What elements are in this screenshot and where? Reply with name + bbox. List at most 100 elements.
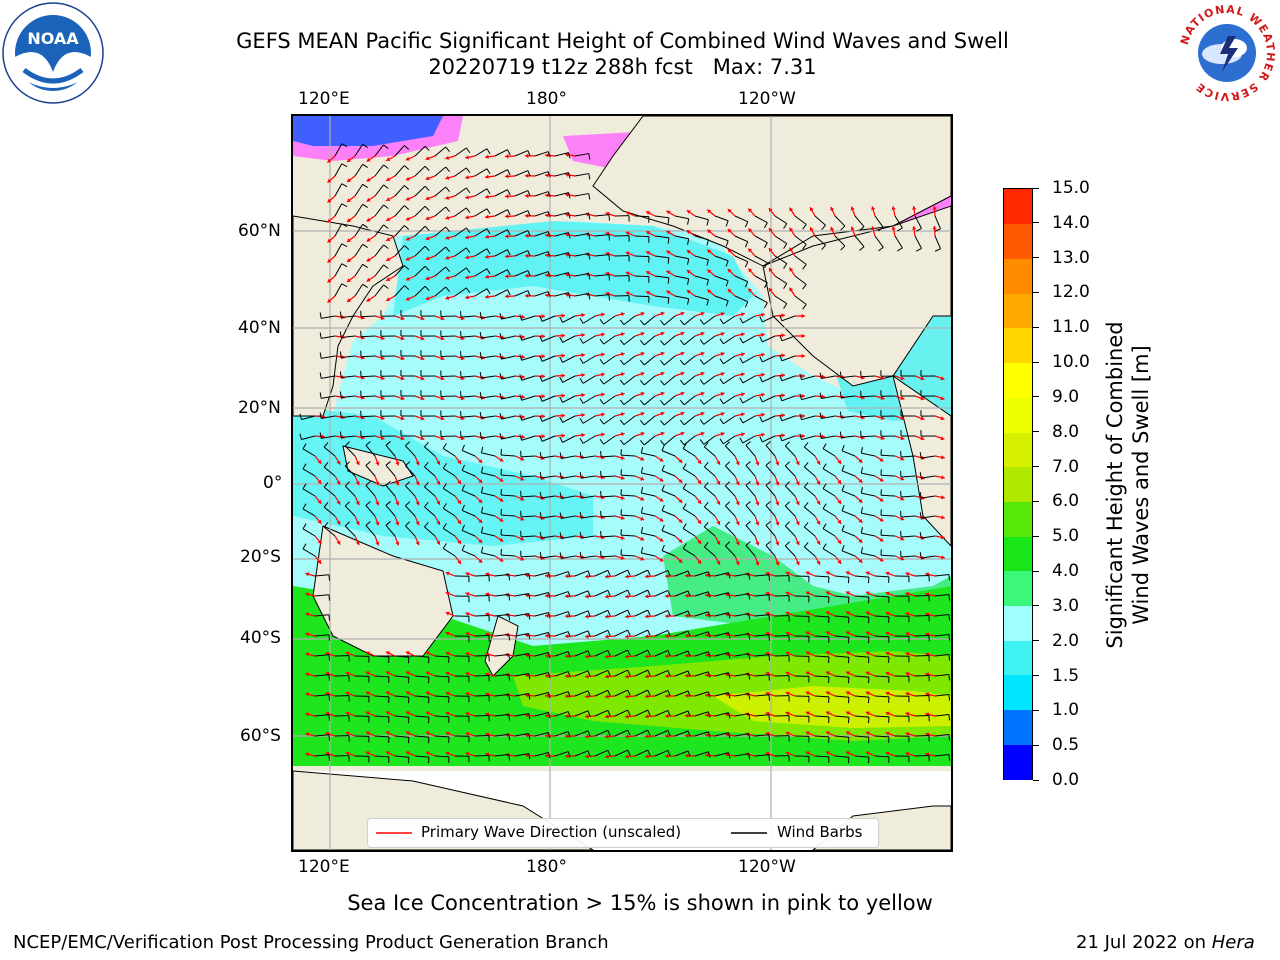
wave-direction-arrow — [385, 235, 396, 242]
wind-barb — [739, 415, 756, 424]
wind-barb — [405, 461, 416, 477]
wind-barb — [794, 635, 810, 643]
wind-barb — [660, 395, 676, 406]
wave-direction-arrow — [765, 651, 776, 657]
wind-barb — [520, 510, 536, 518]
wave-direction-arrow — [814, 455, 821, 465]
wave-direction-arrow — [425, 155, 436, 161]
wind-barb — [559, 512, 576, 519]
wind-barb — [594, 629, 611, 637]
wind-barb — [854, 755, 870, 764]
wind-barb — [914, 714, 930, 722]
wave-direction-arrow — [830, 226, 836, 237]
wind-barb — [880, 410, 896, 417]
wave-direction-arrow — [445, 155, 456, 160]
wind-barb — [494, 693, 511, 701]
wind-barb — [599, 395, 616, 405]
wind-barb — [434, 226, 450, 237]
wind-barb — [494, 713, 511, 721]
wind-barb — [514, 712, 531, 720]
wind-barb — [784, 521, 796, 537]
wind-barb — [654, 669, 671, 677]
wave-direction-arrow — [565, 152, 576, 157]
wind-barb — [514, 170, 531, 177]
wind-barb — [694, 611, 711, 618]
wind-barb — [600, 490, 616, 498]
wind-barb — [874, 755, 890, 763]
wind-barb — [514, 672, 531, 680]
wind-barb — [660, 435, 676, 446]
ocean-peak-waves — [713, 686, 951, 728]
wind-barb — [714, 732, 731, 739]
wind-barb — [534, 671, 551, 679]
colorbar-segment — [1004, 327, 1032, 364]
wind-barb — [640, 446, 656, 457]
wave-direction-arrow — [604, 594, 616, 599]
colorbar-tick-label: 9.0 — [1052, 386, 1080, 407]
wave-direction-arrow — [734, 352, 745, 357]
colorbar-tick-mark — [1033, 326, 1039, 328]
wave-direction-arrow — [434, 415, 445, 421]
wave-direction-arrow — [405, 215, 416, 221]
wave-direction-arrow — [604, 734, 616, 739]
wave-direction-arrow — [634, 371, 645, 377]
wave-direction-arrow — [394, 455, 400, 466]
colorbar-tick-label: 12.0 — [1052, 282, 1090, 303]
wave-direction-arrow — [425, 195, 436, 201]
wind-barb — [774, 615, 790, 622]
wave-direction-arrow — [805, 711, 816, 717]
wave-direction-arrow — [785, 751, 796, 757]
wave-direction-arrow — [346, 255, 356, 263]
wave-direction-arrow — [454, 535, 462, 545]
central-america — [892, 374, 951, 547]
wave-direction-arrow — [774, 475, 780, 486]
wind-barb — [385, 501, 396, 517]
wave-direction-arrow — [385, 671, 396, 677]
wave-direction-arrow — [494, 555, 504, 562]
wave-direction-arrow — [327, 215, 336, 224]
wind-barb — [554, 172, 571, 179]
wave-direction-arrow — [794, 333, 806, 339]
wave-direction-arrow — [825, 751, 836, 757]
wind-barb — [319, 372, 336, 379]
wave-direction-arrow — [614, 555, 625, 560]
wave-direction-arrow — [645, 230, 656, 237]
wind-barb — [614, 569, 631, 577]
wave-direction-arrow — [605, 251, 616, 257]
wind-barb — [860, 370, 876, 378]
wave-direction-arrow — [346, 155, 356, 163]
wind-barb — [500, 548, 516, 557]
wave-direction-arrow — [874, 535, 884, 542]
wave-direction-arrow — [614, 352, 625, 357]
wave-direction-arrow — [445, 631, 456, 637]
wind-barb — [674, 730, 691, 737]
wave-direction-arrow — [664, 713, 676, 719]
wave-direction-arrow — [445, 711, 456, 717]
wind-barb — [614, 589, 631, 597]
wind-barb — [314, 674, 330, 681]
wave-direction-arrow — [686, 249, 696, 257]
wave-direction-arrow — [714, 372, 725, 377]
wind-barb — [334, 283, 348, 297]
wave-direction-arrow — [325, 671, 336, 677]
wind-barb — [654, 275, 670, 284]
wave-direction-arrow — [845, 691, 856, 697]
wind-barb — [574, 213, 591, 220]
wind-barb — [394, 185, 410, 197]
wave-direction-arrow — [785, 571, 796, 577]
wave-direction-arrow — [414, 455, 420, 466]
wave-direction-arrow — [394, 515, 400, 526]
lat-label-20s: 20°S — [240, 547, 281, 567]
wave-direction-arrow — [714, 515, 721, 525]
wind-barb — [839, 411, 856, 419]
wave-direction-arrow — [644, 654, 656, 659]
wave-direction-arrow — [754, 392, 765, 397]
wind-barb — [640, 506, 656, 517]
wave-direction-arrow — [865, 611, 876, 617]
wind-barb — [319, 412, 336, 419]
wave-direction-arrow — [554, 433, 566, 438]
wave-direction-arrow — [614, 372, 625, 377]
wind-barb — [579, 315, 596, 324]
wind-barb — [920, 370, 936, 377]
wave-direction-arrow — [346, 215, 356, 223]
